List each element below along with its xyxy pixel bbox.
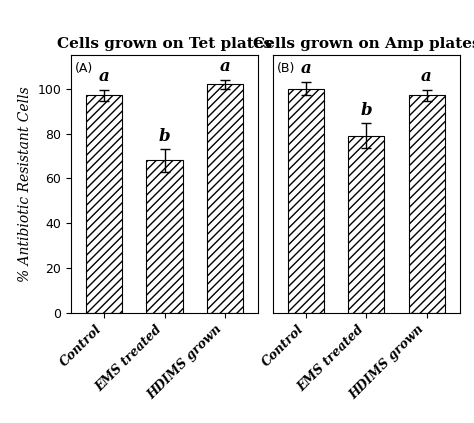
Text: a: a [421, 68, 432, 85]
Bar [409, 95, 445, 313]
Text: a: a [99, 68, 109, 85]
Text: a: a [301, 60, 311, 77]
Text: b: b [159, 128, 170, 145]
Bar [348, 136, 384, 313]
Title: Cells grown on Amp plates: Cells grown on Amp plates [253, 37, 474, 51]
Text: (B): (B) [277, 62, 295, 75]
Text: b: b [361, 102, 372, 119]
Title: Cells grown on Tet plates: Cells grown on Tet plates [57, 37, 272, 51]
Bar [207, 84, 243, 313]
Text: (A): (A) [75, 62, 93, 75]
Bar [288, 89, 324, 313]
Bar [146, 160, 182, 313]
Text: a: a [219, 58, 230, 75]
Y-axis label: % Antibiotic Resistant Cells: % Antibiotic Resistant Cells [18, 86, 32, 282]
Bar [86, 95, 122, 313]
